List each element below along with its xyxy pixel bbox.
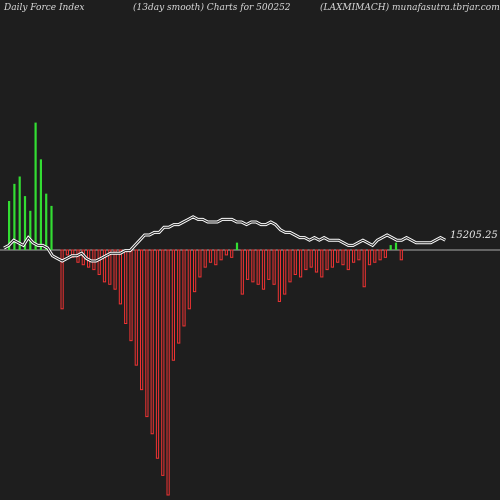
force-bar-negative: [320, 249, 324, 278]
force-bar-negative: [341, 249, 345, 266]
force-bar-negative: [378, 249, 382, 261]
force-bar-positive: [235, 242, 239, 250]
force-bar-negative: [134, 249, 138, 366]
force-bar-negative: [60, 249, 64, 310]
force-bar-negative: [230, 249, 234, 258]
force-bar-negative: [336, 249, 340, 263]
force-bar-negative: [304, 249, 308, 271]
force-bar-negative: [171, 249, 176, 361]
force-bar-negative: [346, 249, 350, 271]
force-bar-negative: [187, 249, 191, 310]
force-bar-negative: [108, 249, 112, 285]
force-bar-negative: [193, 249, 197, 293]
force-bar-negative: [240, 249, 244, 295]
force-bar-negative: [140, 249, 144, 391]
force-bar-negative: [145, 249, 149, 418]
force-bar-negative: [118, 249, 123, 305]
force-bar-negative: [399, 249, 403, 261]
force-bar-negative: [219, 249, 223, 261]
force-bar-negative: [299, 249, 303, 278]
force-bar-positive: [50, 205, 53, 250]
force-bar-negative: [383, 249, 387, 258]
force-bar-positive: [13, 183, 16, 250]
force-bar-negative: [272, 249, 276, 285]
force-bar-positive: [8, 201, 11, 250]
force-bar-negative: [357, 249, 361, 261]
last-value-label: 15205.25: [450, 230, 498, 241]
force-bar-negative: [267, 249, 271, 280]
force-bar-negative: [208, 249, 213, 263]
force-bar-negative: [309, 249, 313, 268]
force-bar-negative: [246, 249, 250, 280]
force-bar-negative: [293, 249, 297, 275]
force-bar-positive: [23, 196, 27, 250]
force-bar-positive: [45, 193, 48, 250]
force-bar-positive: [29, 210, 32, 250]
chart-header-left: Daily Force Index: [4, 3, 85, 13]
force-bar-negative: [182, 249, 186, 327]
chart-header-middle: (13day smooth) Charts for 500252: [133, 3, 291, 13]
force-bar-negative: [283, 249, 287, 295]
force-bar-negative: [129, 249, 133, 342]
force-bar-negative: [97, 249, 101, 275]
force-bar-positive: [18, 176, 21, 250]
force-bar-negative: [214, 249, 218, 266]
force-bar-negative: [373, 249, 377, 263]
force-bar-positive: [34, 122, 37, 250]
force-bar-negative: [362, 249, 366, 288]
force-bar-negative: [113, 249, 117, 290]
force-bar-positive: [394, 242, 398, 250]
force-bar-negative: [314, 249, 319, 273]
force-bar-negative: [330, 249, 334, 268]
force-bar-negative: [177, 249, 181, 344]
smoothed-line-core: [3, 216, 446, 262]
force-bar-positive: [389, 245, 392, 250]
force-bar-negative: [102, 249, 107, 283]
force-bar-negative: [161, 249, 165, 476]
force-bar-negative: [277, 249, 281, 302]
force-bar-negative: [155, 249, 160, 459]
force-bar-positive: [39, 159, 42, 250]
force-bar-negative: [71, 249, 75, 258]
force-bar-negative: [203, 249, 207, 268]
force-bar-negative: [224, 249, 229, 256]
force-bar-negative: [288, 249, 292, 283]
force-bar-negative: [124, 249, 128, 324]
force-bar-negative: [256, 249, 260, 285]
force-bar-negative: [198, 249, 202, 278]
force-bar-negative: [367, 249, 372, 266]
force-bar-negative: [261, 249, 266, 290]
force-bar-negative: [166, 249, 170, 496]
force-bar-negative: [251, 249, 255, 283]
force-bar-negative: [150, 249, 154, 435]
force-bar-negative: [352, 249, 356, 263]
chart-header-right: (LAXMIMACH) munafasutra.tbrjar.com: [320, 3, 500, 13]
force-bar-negative: [65, 249, 70, 256]
force-bar-negative: [325, 249, 329, 271]
